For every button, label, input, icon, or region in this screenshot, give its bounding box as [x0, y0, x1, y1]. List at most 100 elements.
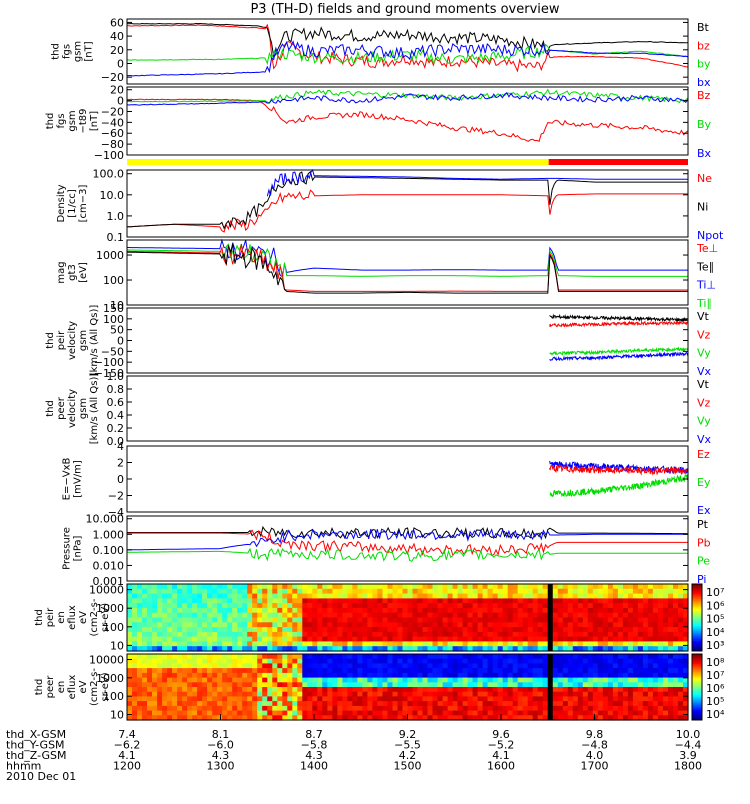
y-tick-label: 1.000 [93, 528, 125, 541]
spectrogram-cell [332, 687, 338, 693]
spectrogram-cell [627, 612, 634, 619]
spectrogram-cell [432, 715, 439, 721]
spectrogram-cell [552, 617, 559, 623]
spectrogram-cell [192, 612, 198, 619]
spectrogram-cell [668, 622, 674, 628]
spectrogram-cell [492, 622, 499, 628]
spectrogram-cell [262, 687, 268, 693]
spectrogram-cell [367, 672, 373, 679]
y-tick-label: −4 [108, 506, 124, 519]
spectrogram-cell [502, 603, 509, 609]
spectrogram-cell [302, 682, 308, 688]
legend-entry: Vz [697, 328, 711, 341]
spectrogram-cell [207, 646, 213, 652]
legend-entry: Pt [697, 518, 709, 531]
y-axis-label-line: eflux [67, 605, 78, 630]
spectrogram-cell [202, 677, 208, 683]
spectrogram-cell [282, 646, 288, 652]
spectrogram-cell [407, 588, 414, 595]
spectrogram-cell [247, 654, 253, 660]
spectrogram-cell [663, 696, 669, 702]
spectrogram-cell [327, 584, 333, 590]
y-tick-label: 20 [110, 84, 124, 97]
spectrogram-cell [657, 612, 664, 619]
spectrogram-cell [152, 631, 158, 638]
spectrogram-cell [232, 663, 238, 669]
spectrogram-cell [367, 593, 373, 599]
spectrogram-cell [177, 617, 183, 623]
spectrogram-cell [552, 701, 559, 707]
spectrogram-cell [342, 617, 348, 623]
spectrogram-cell [167, 677, 173, 683]
spectrogram-cell [572, 663, 579, 669]
spectrogram-cell [172, 668, 178, 674]
spectrogram-cell [597, 641, 604, 647]
spectrogram-cell [347, 687, 353, 693]
spectrogram-cell [678, 691, 684, 697]
spectrogram-cell [417, 646, 424, 652]
colorbar-swatch [692, 604, 702, 607]
spectrogram-cell [572, 598, 579, 604]
colorbar-swatch [692, 700, 702, 703]
spectrogram-cell [607, 705, 614, 712]
spectrogram-cell [297, 715, 303, 721]
spectrogram-cell [517, 598, 524, 604]
spectrogram-cell [327, 646, 333, 652]
spectrogram-cell [602, 607, 609, 614]
spectrogram-cell [367, 612, 373, 619]
spectrogram-cell [447, 641, 454, 647]
spectrogram-cell [487, 588, 494, 595]
spectrogram-cell [387, 687, 394, 693]
spectrogram-cell [127, 584, 133, 590]
spectrogram-cell [322, 631, 328, 638]
spectrogram-cell [297, 654, 303, 660]
spectrogram-cell [492, 641, 499, 647]
spectrogram-cell [457, 588, 464, 595]
spectrogram-cell [462, 668, 469, 674]
y-axis-label: thdfgsgsm−t89[nT] [45, 108, 100, 133]
spectrogram-cell [252, 658, 258, 664]
spectrogram-cell [302, 668, 308, 674]
spectrogram-cell [402, 705, 409, 712]
spectrogram-cell [317, 701, 323, 707]
spectrogram-cell [617, 701, 624, 707]
spectrogram-cell [197, 658, 203, 664]
spectrogram-cell [297, 672, 303, 679]
spectrogram-cell [357, 682, 363, 688]
spectrogram-cell [332, 636, 338, 642]
spectrogram-cell [532, 663, 539, 669]
spectrogram-cell [197, 677, 203, 683]
spectrogram-cell [197, 593, 203, 599]
spectrogram-cell [472, 598, 479, 604]
spectrogram-cell [277, 612, 283, 619]
series-line-Pe [126, 528, 688, 551]
spectrogram-cell [642, 636, 649, 642]
spectrogram-cell [427, 636, 434, 642]
spectrogram-cell [262, 593, 268, 599]
y-axis-label: thdpeervelocitygsm[km/s (All Qs)] [45, 373, 100, 445]
colorbar-swatch [692, 609, 702, 612]
spectrogram-cell [262, 641, 268, 647]
spectrogram-cell [683, 631, 689, 638]
spectrogram-cell [217, 627, 223, 633]
spectrogram-cell [182, 691, 188, 697]
spectrogram-cell [307, 682, 313, 688]
spectrogram-cell [517, 631, 524, 638]
spectrogram-cell [567, 598, 574, 604]
spectrogram-cell [372, 677, 378, 683]
spectrogram-cell [637, 691, 644, 697]
spectrogram-cell [437, 646, 444, 652]
spectrogram-cell [442, 715, 449, 721]
spectrogram-cell [457, 631, 464, 638]
spectrogram-cell [417, 715, 424, 721]
time-row-value: 9.2 [399, 728, 417, 741]
spectrogram-cell [492, 627, 499, 633]
spectrogram-cell [663, 593, 669, 599]
spectrogram-cell [452, 598, 459, 604]
panel-frame [126, 169, 689, 238]
spectrogram-cell [162, 715, 168, 721]
spectrogram-cell [627, 701, 634, 707]
spectrogram-cell [177, 654, 183, 660]
spectrogram-cell [332, 672, 338, 679]
spectrogram-cell [617, 672, 624, 679]
